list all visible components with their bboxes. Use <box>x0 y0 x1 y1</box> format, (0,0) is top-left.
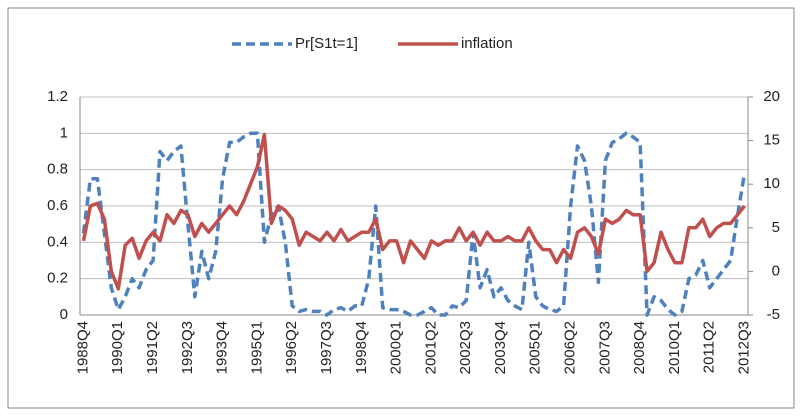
x-tick-label: 1998Q4 <box>353 321 370 374</box>
legend-label: Pr[S1t=1] <box>295 35 358 52</box>
y2-tick-label: 10 <box>763 175 780 192</box>
y-tick-label: 0.8 <box>47 161 68 178</box>
x-tick-label: 2003Q4 <box>492 321 509 374</box>
x-tick-label: 2002Q3 <box>457 321 474 374</box>
y-tick-label: 1 <box>60 124 68 141</box>
series-line <box>81 132 746 291</box>
x-tick-label: 2012Q3 <box>735 321 752 374</box>
x-tick-label: 2011Q2 <box>701 321 718 373</box>
y2-tick-label: 20 <box>763 88 780 105</box>
x-tick-label: 1995Q1 <box>248 321 265 374</box>
y-tick-label: 0 <box>60 306 68 323</box>
x-tick-label: 1992Q3 <box>179 321 196 374</box>
y2-tick-label: 0 <box>772 262 780 279</box>
chart-border <box>7 7 795 409</box>
x-tick-label: 2010Q1 <box>666 321 683 374</box>
x-tick-label: 1997Q3 <box>318 321 335 374</box>
x-tick-label: 1991Q2 <box>144 321 161 374</box>
y-tick-label: 0.2 <box>47 270 68 287</box>
x-tick-label: 2000Q1 <box>388 321 405 374</box>
x-tick-label: 1996Q2 <box>283 321 300 374</box>
x-tick-label: 1988Q4 <box>74 321 91 374</box>
x-tick-label: 1993Q4 <box>214 321 231 374</box>
x-tick-label: 2008Q4 <box>631 321 648 374</box>
y2-tick-label: 15 <box>763 132 780 149</box>
y-tick-label: 0.6 <box>47 197 68 214</box>
x-tick-label: 2007Q3 <box>596 321 613 374</box>
legend-label: inflation <box>461 35 513 52</box>
y-tick-label: 1.2 <box>47 88 68 105</box>
y2-tick-label: -5 <box>767 306 780 323</box>
y-tick-label: 0.4 <box>47 233 68 250</box>
x-tick-label: 2006Q2 <box>562 321 579 374</box>
x-tick-label: 2001Q2 <box>422 321 439 374</box>
x-tick-label: 2005Q1 <box>527 321 544 374</box>
x-tick-label: 1990Q1 <box>109 321 126 374</box>
series-line <box>81 131 747 317</box>
y2-tick-label: 5 <box>772 219 780 236</box>
